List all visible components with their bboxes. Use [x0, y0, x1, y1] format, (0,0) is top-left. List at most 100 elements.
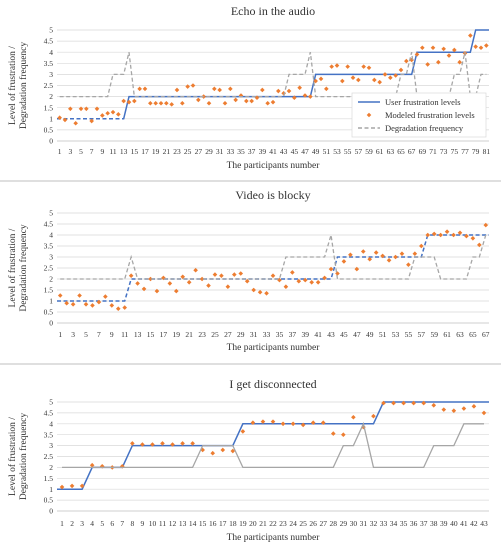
x-tick-label: 3: [80, 519, 84, 528]
x-tick-label: 32: [370, 519, 378, 528]
modeled-point: [167, 281, 173, 286]
x-tick-label: 25: [211, 330, 219, 339]
legend-label: Degradation frequency: [385, 123, 464, 133]
x-tick-label: 28: [330, 519, 338, 528]
x-tick-label: 12: [169, 519, 177, 528]
x-tick-label: 45: [291, 147, 299, 156]
modeled-point: [232, 272, 237, 277]
x-tick-label: 23: [198, 330, 206, 339]
x-tick-label: 29: [237, 330, 245, 339]
x-tick-label: 59: [365, 147, 373, 156]
x-tick-label: 15: [199, 519, 207, 528]
x-tick-label: 11: [121, 330, 128, 339]
modeled-point: [404, 58, 409, 64]
modeled-point: [186, 280, 192, 285]
x-tick-label: 42: [470, 519, 478, 528]
modeled-point: [300, 422, 306, 428]
modeled-point: [115, 306, 121, 311]
modeled-point: [62, 117, 68, 123]
modeled-point: [393, 73, 398, 78]
modeled-point: [90, 303, 95, 308]
x-tick-label: 17: [160, 330, 168, 339]
y-tick-label: 1.5: [44, 286, 54, 295]
modeled-point: [436, 59, 441, 65]
x-tick-label: 29: [340, 519, 348, 528]
modeled-point: [286, 88, 292, 94]
modeled-point: [196, 97, 201, 103]
y-tick-label: 0.5: [44, 496, 54, 505]
x-tick-label: 3: [68, 147, 72, 156]
x-tick-label: 7: [120, 519, 124, 528]
modeled-point: [121, 98, 126, 104]
modeled-point: [473, 44, 478, 49]
modeled-point: [283, 284, 289, 289]
modeled-point: [297, 85, 302, 91]
x-tick-label: 43: [280, 147, 288, 156]
modeled-point: [406, 262, 411, 267]
x-tick-label: 53: [392, 330, 400, 339]
modeled-point: [318, 76, 324, 82]
modeled-point: [380, 253, 385, 259]
modeled-point: [222, 100, 228, 106]
modeled-point: [57, 293, 63, 298]
x-tick-label: 10: [149, 519, 157, 528]
chart-title: Echo in the audio: [231, 4, 315, 18]
x-tick-label: 9: [100, 147, 104, 156]
chart-panel-3: I get disconnected00.511.522.533.544.55L…: [7, 377, 489, 543]
modeled-point: [483, 222, 489, 228]
x-tick-label: 43: [327, 330, 335, 339]
x-tick-label: 2: [70, 519, 74, 528]
x-tick-label: 17: [219, 519, 227, 528]
modeled-point: [350, 75, 356, 81]
y-tick-label: 5: [49, 26, 53, 35]
y-tick-label: 0: [49, 319, 53, 328]
modeled-point: [484, 43, 489, 48]
x-tick-label: 27: [319, 519, 327, 528]
x-tick-label: 20: [249, 519, 257, 528]
y-axis-label: Level of frustration /Degradation freque…: [7, 224, 29, 312]
x-tick-label: 73: [440, 147, 448, 156]
x-tick-label: 47: [301, 147, 309, 156]
modeled-point: [451, 408, 457, 414]
modeled-point: [199, 276, 205, 282]
modeled-point: [360, 249, 366, 254]
x-tick-label: 59: [430, 330, 438, 339]
modeled-point: [345, 64, 350, 69]
modeled-point: [100, 113, 105, 118]
x-tick-label: 26: [309, 519, 317, 528]
modeled-point: [412, 251, 418, 256]
modeled-point: [281, 90, 286, 96]
y-tick-label: 2: [49, 92, 53, 101]
modeled-point: [251, 287, 256, 293]
y-tick-label: 1: [49, 297, 53, 306]
modeled-point: [296, 278, 302, 284]
y-tick-label: 3.5: [44, 59, 54, 68]
modeled-point: [180, 274, 186, 280]
modeled-point: [401, 400, 406, 406]
x-tick-label: 21: [163, 147, 171, 156]
series-modeled: [59, 400, 487, 490]
modeled-point: [141, 286, 147, 292]
modeled-point: [219, 273, 224, 278]
x-tick-label: 55: [405, 330, 413, 339]
x-tick-label: 40: [450, 519, 458, 528]
x-tick-label: 38: [430, 519, 438, 528]
modeled-point: [206, 283, 211, 288]
modeled-point: [169, 102, 174, 107]
chart-title: Video is blocky: [235, 188, 310, 202]
modeled-point: [292, 95, 297, 101]
modeled-point: [132, 98, 137, 104]
x-tick-label: 63: [387, 147, 395, 156]
modeled-point: [122, 305, 128, 310]
modeled-point: [94, 106, 100, 112]
modeled-point: [425, 232, 431, 238]
x-tick-label: 4: [90, 519, 94, 528]
modeled-point: [206, 100, 212, 106]
y-axis-label: Level of frustration /Degradation freque…: [7, 413, 29, 501]
modeled-point: [73, 120, 78, 126]
modeled-point: [290, 270, 295, 275]
modeled-point: [421, 400, 426, 406]
modeled-point: [116, 112, 121, 117]
modeled-point: [249, 98, 254, 104]
